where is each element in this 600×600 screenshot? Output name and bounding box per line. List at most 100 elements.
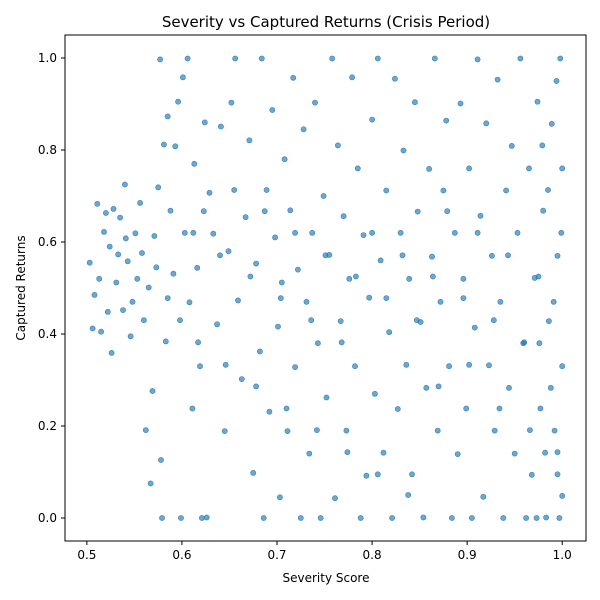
data-point — [89, 325, 96, 332]
data-point — [545, 187, 551, 193]
data-point — [429, 273, 436, 280]
data-point — [151, 233, 158, 239]
data-point — [383, 295, 390, 301]
data-point — [443, 117, 450, 124]
data-point — [228, 99, 235, 106]
data-point — [383, 187, 390, 194]
chart-title: Severity vs Captured Returns (Crisis Per… — [162, 13, 490, 31]
data-point — [496, 405, 503, 412]
data-point — [98, 328, 104, 335]
data-point — [201, 119, 208, 126]
data-point — [272, 234, 278, 241]
data-point — [101, 228, 107, 235]
data-point — [313, 427, 320, 433]
data-point — [232, 55, 239, 62]
data-point — [346, 275, 353, 282]
data-point — [179, 74, 186, 81]
data-point — [329, 55, 336, 62]
data-point — [181, 229, 188, 236]
data-point — [542, 449, 548, 456]
data-point — [466, 361, 472, 368]
data-point — [413, 317, 420, 324]
data-point — [411, 99, 418, 106]
data-point — [534, 98, 541, 105]
data-point — [189, 405, 196, 412]
data-point — [149, 388, 156, 394]
data-point — [147, 480, 154, 487]
y-axis-label: Captured Returns — [14, 235, 28, 340]
data-point — [238, 376, 245, 382]
data-point — [357, 515, 364, 521]
data-point — [420, 514, 427, 521]
data-point — [460, 295, 467, 301]
data-point — [139, 250, 145, 256]
data-point — [217, 252, 223, 259]
data-point — [474, 56, 481, 63]
data-point — [145, 284, 152, 291]
data-points — [86, 55, 566, 521]
data-point — [533, 515, 540, 521]
data-point — [160, 141, 167, 148]
data-point — [177, 317, 183, 324]
data-point — [526, 165, 532, 172]
data-point — [167, 207, 174, 214]
data-point — [110, 205, 117, 212]
data-point — [503, 187, 509, 194]
data-point — [157, 56, 163, 63]
data-point — [283, 405, 290, 412]
data-point — [497, 298, 504, 305]
data-point — [317, 515, 324, 521]
data-point — [374, 471, 381, 478]
data-point — [394, 406, 401, 412]
data-point — [290, 74, 297, 81]
data-point — [190, 229, 197, 236]
data-point — [263, 187, 270, 193]
data-point — [222, 361, 229, 368]
data-point — [500, 515, 507, 521]
data-point — [206, 189, 213, 196]
data-point — [134, 275, 141, 282]
data-point — [546, 318, 552, 324]
y-tick-label: 1.0 — [38, 51, 57, 65]
data-point — [557, 55, 564, 62]
data-point — [344, 449, 351, 456]
data-point — [514, 229, 521, 236]
data-point — [554, 449, 561, 456]
data-point — [309, 229, 316, 236]
data-point — [94, 200, 101, 207]
data-point — [122, 235, 129, 242]
data-point — [440, 187, 447, 194]
data-point — [91, 291, 98, 298]
data-point — [406, 275, 413, 282]
y-tick-label: 0.4 — [38, 327, 57, 341]
data-point — [308, 317, 315, 324]
data-point — [292, 364, 298, 370]
data-point — [354, 165, 361, 172]
data-point — [343, 427, 350, 434]
data-point — [113, 279, 120, 286]
data-point — [266, 408, 273, 415]
x-tick-label: 0.9 — [458, 548, 477, 562]
data-point — [369, 229, 375, 236]
data-point — [323, 394, 330, 401]
data-point — [457, 100, 464, 107]
data-point — [437, 298, 444, 305]
data-point — [349, 74, 355, 81]
data-point — [250, 469, 257, 476]
x-tick-label: 0.8 — [363, 548, 382, 562]
data-point — [448, 515, 455, 521]
data-point — [106, 243, 113, 250]
data-point — [547, 384, 554, 391]
data-point — [242, 214, 249, 221]
data-point — [483, 120, 490, 127]
data-point — [337, 318, 344, 324]
data-point — [191, 160, 198, 167]
data-point — [312, 99, 318, 106]
data-point — [466, 165, 472, 172]
data-point — [377, 257, 384, 264]
data-point — [132, 230, 139, 237]
data-point — [178, 515, 184, 521]
data-point — [548, 120, 555, 127]
data-point — [276, 494, 283, 501]
